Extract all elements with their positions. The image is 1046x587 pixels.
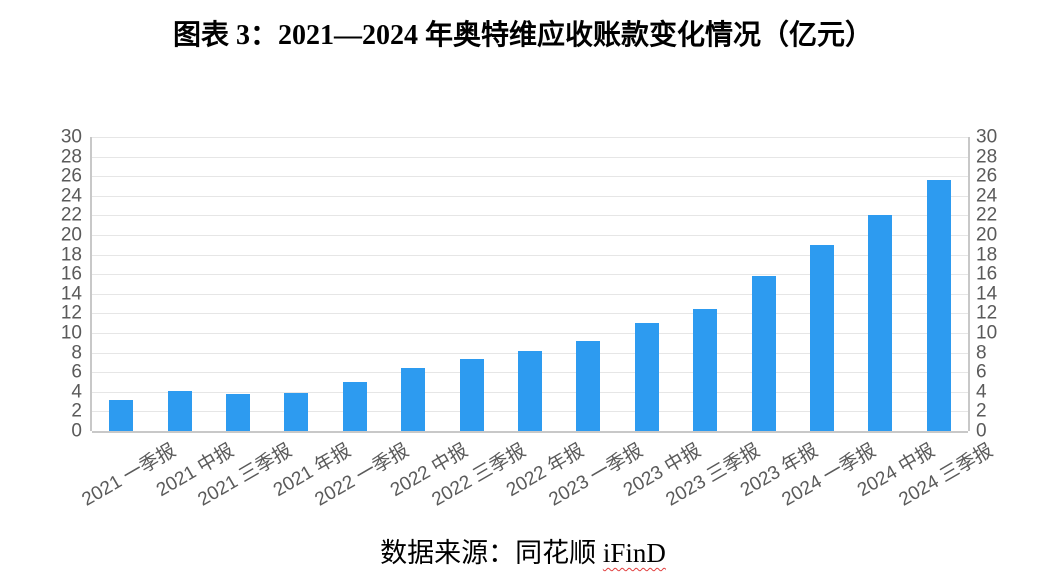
y-tick-label-left: 14 — [60, 283, 82, 305]
y-tick-label-right: 30 — [976, 126, 998, 148]
y-tick-label-right: 0 — [976, 420, 987, 442]
bar — [634, 323, 659, 431]
bar — [868, 215, 893, 431]
gridline-28 — [92, 156, 968, 158]
bar — [693, 309, 718, 431]
data-source-tool: iFinD — [602, 538, 666, 568]
bar — [401, 368, 426, 431]
y-tick-label-left: 12 — [60, 302, 82, 324]
y-tick-label-right: 18 — [976, 244, 998, 266]
bar — [926, 180, 951, 431]
bar — [810, 244, 834, 431]
gridline-24 — [92, 195, 968, 197]
gridline-22 — [92, 215, 968, 217]
y-tick-label-left: 24 — [60, 185, 82, 207]
y-tick-label-left: 30 — [60, 126, 82, 148]
data-source: 数据来源：同花顺 iFinD — [0, 531, 1046, 570]
y-tick-label-left: 0 — [71, 420, 82, 442]
gridline-0 — [92, 431, 968, 433]
gridline-10 — [92, 333, 968, 334]
y-tick-label-right: 14 — [976, 283, 998, 305]
gridline-26 — [92, 176, 968, 178]
y-tick-label-left: 2 — [71, 400, 82, 422]
y-tick-label-right: 10 — [976, 322, 998, 344]
y-tick-label-left: 10 — [60, 322, 82, 344]
y-tick-label-right: 24 — [976, 185, 998, 207]
y-tick-label-right: 16 — [976, 263, 998, 285]
gridline-12 — [92, 313, 968, 315]
y-tick-label-right: 20 — [976, 224, 998, 246]
y-tick-label-left: 4 — [71, 381, 82, 403]
y-tick-label-left: 22 — [60, 204, 82, 226]
y-tick-label-left: 16 — [60, 263, 82, 285]
y-tick-label-right: 2 — [976, 400, 987, 422]
bar — [518, 350, 542, 431]
bar — [459, 359, 484, 431]
bar — [284, 392, 309, 431]
y-tick-label-left: 28 — [60, 146, 82, 168]
y-tick-label-left: 6 — [71, 361, 82, 383]
gridline-30 — [92, 137, 968, 138]
y-tick-label-left: 20 — [60, 224, 82, 246]
bar — [225, 393, 250, 431]
bar — [109, 399, 134, 431]
y-axis-left: 0 2 4 6 8 10 12 14 16 18 20 22 24 26 28 30 — [0, 128, 82, 441]
y-tick-label-right: 6 — [976, 361, 987, 383]
data-source-prefix: 数据来源：同花顺 — [380, 538, 603, 568]
y-tick-label-right: 22 — [976, 204, 998, 226]
x-axis: 2021 一季报 2021 中报 2021 三季报 2021 年报 2022 一季报 20… — [78, 433, 997, 533]
gridline-20 — [92, 235, 968, 236]
bar — [167, 390, 192, 431]
bar — [342, 382, 367, 431]
y-tick-label-left: 26 — [60, 165, 82, 187]
chart-title: 图表 3：2021—2024 年奥特维应收账款变化情况（亿元） — [172, 20, 873, 51]
gridline-16 — [92, 274, 968, 276]
bar — [751, 276, 776, 431]
y-tick-label-left: 8 — [71, 342, 82, 364]
y-tick-label-right: 26 — [976, 165, 998, 187]
y-axis-right: 0 2 4 6 8 10 12 14 16 18 20 22 24 26 28 30 — [976, 128, 1046, 441]
gridline-14 — [92, 293, 968, 295]
y-tick-label-right: 8 — [976, 342, 987, 364]
y-tick-label-right: 28 — [976, 146, 998, 168]
y-tick-label-right: 12 — [976, 302, 998, 324]
y-tick-label-right: 4 — [976, 381, 987, 403]
gridline-18 — [92, 254, 968, 256]
plot-area — [90, 137, 970, 433]
y-tick-label-left: 18 — [60, 244, 82, 266]
bar — [576, 340, 601, 431]
